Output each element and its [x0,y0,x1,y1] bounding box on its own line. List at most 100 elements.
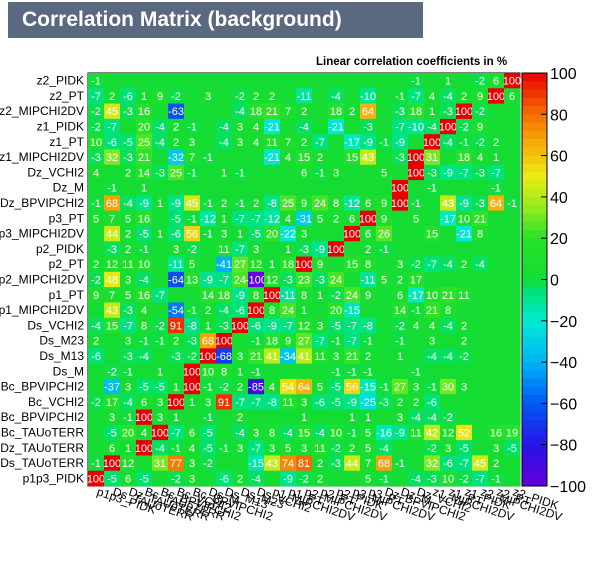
cell-value-label: 9 [477,122,483,134]
heatmap-cell [168,378,185,395]
cell-value-label: -22 [280,229,296,241]
heatmap-cell [152,470,169,487]
cell-value-label: -2 [459,351,469,363]
cell-value-label: 100 [215,336,233,348]
cell-value-label: 2 [317,152,323,164]
cell-value-label: -5 [155,382,165,394]
heatmap-cell [504,118,521,135]
heatmap-cell [392,455,409,472]
cell-value-label: 2 [237,382,243,394]
heatmap-cell [328,225,345,242]
heatmap-cell [104,363,121,380]
heatmap-cell [376,88,393,104]
cell-value-label: 1 [189,397,195,409]
cell-value-label: -5 [139,229,149,241]
row-label: Dz_M [53,181,84,195]
heatmap-cell [440,302,457,319]
heatmap-cell [472,470,489,487]
cell-value-label: -1 [379,382,389,394]
cell-value-label: 1 [365,412,371,424]
cell-value-label: -2 [475,106,485,118]
cell-value-label: 9 [365,290,371,302]
heatmap-cell [136,73,153,89]
heatmap-cell [376,164,393,181]
heatmap-cell [248,394,265,410]
cell-value-label: 26 [378,229,390,241]
cell-value-label: 1 [141,183,147,195]
heatmap-cell [472,180,489,196]
heatmap-cell [408,302,425,319]
heatmap-cell [168,210,185,227]
heatmap-cell [184,271,201,288]
cell-value-label: -31 [296,213,312,225]
row-label: z1_PIDK [37,120,84,134]
heatmap-cell [248,118,265,135]
cell-value-label: -21 [328,122,344,134]
cell-value-label: -1 [315,167,325,179]
cell-value-label: 1 [157,229,163,241]
heatmap-cell [152,88,169,104]
heatmap-cell [392,118,409,135]
heatmap-cell [104,225,121,242]
cell-value-label: 20 [266,229,278,241]
cell-value-label: -3 [443,106,453,118]
cell-value-label: 12 [266,275,278,287]
cell-value-label: 100 [199,351,217,363]
heatmap-cell [232,287,249,303]
heatmap-cell [360,394,377,410]
heatmap-cell [360,241,377,257]
heatmap-cell [424,134,441,150]
heatmap-cell [136,164,153,181]
heatmap-cell [280,348,297,365]
cell-value-label: -5 [459,443,469,455]
colorbar-segment [522,461,547,470]
cell-value-label: 91 [170,320,182,332]
heatmap-cell [488,210,505,227]
heatmap-cell [216,103,233,120]
heatmap-cell [280,210,297,227]
cell-value-label: -11 [296,91,311,103]
cell-value-label: 100 [391,183,409,195]
heatmap-cell [408,241,425,257]
heatmap-cell [248,409,265,426]
cell-value-label: 2 [461,320,467,332]
cell-value-label: -3 [475,198,485,210]
heatmap-cell [360,378,377,395]
heatmap-cell [136,271,153,288]
cell-value-label: 3 [125,336,131,348]
cell-value-label: 3 [237,122,243,134]
heatmap-cell [328,195,345,212]
heatmap-cell [376,271,393,288]
heatmap-cell [168,241,185,257]
colorbar-segment [522,370,547,380]
cell-value-label: -7 [155,290,165,302]
heatmap-cell [504,241,521,257]
heatmap-cell [216,256,233,273]
plot-title: Linear correlation coefficients in % [316,56,508,68]
heatmap-cell [376,424,393,441]
colorbar-segment [522,262,547,272]
cell-value-label: 100 [231,320,249,332]
cell-value-label: -6 [171,229,181,241]
cell-value-label: 6 [365,198,371,210]
heatmap-cell [504,378,521,395]
heatmap-cell [408,363,425,380]
cell-value-label: 2 [349,443,355,455]
cell-value-label: 2 [493,137,499,149]
heatmap-cell [248,134,265,150]
heatmap-cell [136,256,153,273]
cell-value-label: 2 [317,473,323,485]
heatmap-cell [264,180,281,196]
cell-value-label: 7 [109,290,115,302]
cell-value-label: -5 [507,443,517,455]
cell-value-label: 9 [301,198,307,210]
heatmap-cell [376,149,393,166]
cell-value-label: -2 [171,91,181,103]
cell-value-label: 21 [346,351,358,363]
heatmap-cell [440,164,457,181]
heatmap-cell [248,424,265,441]
heatmap-cell [168,424,185,441]
heatmap-cell [472,134,489,150]
cell-value-label: -4 [91,320,101,332]
cell-value-label: 48 [106,275,118,287]
